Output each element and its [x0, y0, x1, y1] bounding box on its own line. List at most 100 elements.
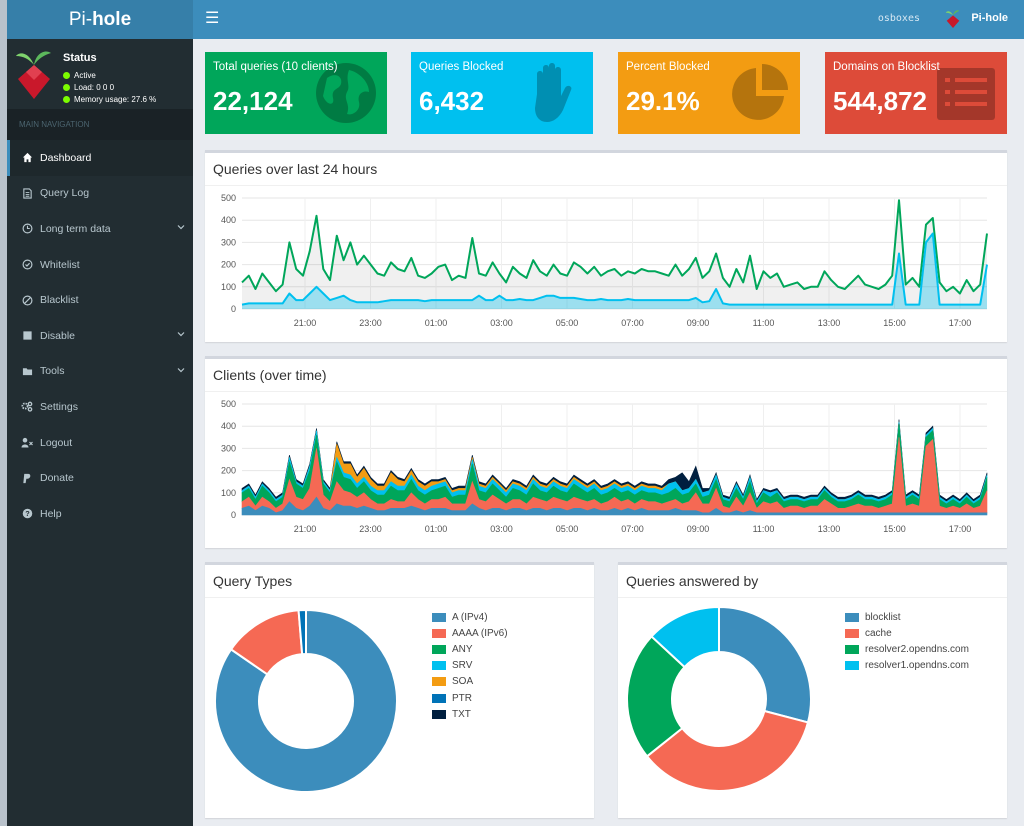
legend-item[interactable]: AAAA (IPv6) — [432, 625, 508, 641]
series-line — [241, 199, 988, 295]
app-logo[interactable]: Pi-hole — [7, 0, 193, 39]
paypal-icon — [21, 472, 33, 484]
y-tick-label: 100 — [221, 282, 236, 292]
legend-item[interactable]: PTR — [432, 690, 508, 706]
pie-slice[interactable] — [718, 605, 812, 724]
panel-divider — [205, 597, 594, 598]
legend-swatch — [845, 612, 859, 622]
stat-domains-blocklist: Domains on Blocklist 544,872 — [825, 52, 1007, 134]
legend-item[interactable]: resolver2.opendns.com — [845, 641, 969, 657]
chevron-down-icon — [177, 367, 185, 372]
sidebar-item-long-term-data[interactable]: Long term data — [7, 211, 193, 247]
x-tick-label: 23:00 — [359, 318, 382, 328]
x-tick-label: 21:00 — [294, 524, 317, 534]
folder-icon — [21, 365, 33, 377]
y-tick-label: 500 — [221, 399, 236, 409]
x-tick-label: 21:00 — [294, 318, 317, 328]
series-area — [241, 496, 988, 516]
clock-icon — [21, 223, 33, 235]
legend-label: SOA — [452, 676, 474, 688]
legend-swatch — [432, 693, 446, 703]
x-tick-label: 09:00 — [687, 318, 710, 328]
pie-slice[interactable] — [650, 605, 720, 669]
question-circle-icon: ? — [21, 508, 33, 520]
legend-label: resolver1.opendns.com — [865, 660, 969, 672]
nav-list: Dashboard Query Log Long term data White… — [7, 140, 193, 532]
x-tick-label: 15:00 — [883, 524, 906, 534]
x-tick-label: 11:00 — [753, 318, 775, 328]
stat-label: Domains on Blocklist — [833, 61, 940, 73]
panel-title: Clients (over time) — [213, 367, 327, 383]
pie-chart-icon — [732, 64, 788, 120]
main-navigation-header: MAIN NAVIGATION — [7, 109, 193, 140]
sidebar-item-logout[interactable]: Logout — [7, 425, 193, 461]
sidebar-item-label: Logout — [40, 436, 73, 449]
sidebar-item-label: Donate — [40, 472, 74, 485]
sidebar-item-label: Tools — [40, 365, 65, 378]
clients-over-time-panel: Clients (over time) 0 100 200 300 400 500 21:0… — [205, 356, 1007, 548]
status-dot-icon — [63, 72, 70, 79]
legend-swatch — [845, 644, 859, 654]
query-types-donut-chart — [214, 608, 398, 793]
logo-prefix: Pi- — [68, 9, 93, 30]
hostname-label: osboxes — [877, 13, 920, 24]
sidebar-item-disable[interactable]: Disable — [7, 318, 193, 354]
stop-icon — [21, 330, 33, 342]
sidebar-item-tools[interactable]: Tools — [7, 354, 193, 390]
stat-label: Percent Blocked — [626, 61, 710, 73]
x-tick-label: 17:00 — [949, 524, 972, 534]
legend-item[interactable]: SOA — [432, 674, 508, 690]
y-tick-label: 400 — [221, 421, 236, 431]
pihole-logo-icon[interactable] — [944, 8, 962, 30]
sidebar-item-dashboard[interactable]: Dashboard — [7, 140, 193, 176]
pie-slice[interactable] — [645, 709, 810, 792]
stat-queries-blocked: Queries Blocked 6,432 — [411, 52, 593, 134]
legend-swatch — [432, 628, 446, 638]
status-title: Status — [63, 52, 97, 64]
legend-item[interactable]: ANY — [432, 641, 508, 657]
sidebar-item-donate[interactable]: Donate — [7, 460, 193, 496]
legend-item[interactable]: SRV — [432, 658, 508, 674]
user-menu[interactable]: Pi-hole — [971, 12, 1008, 24]
status-dot-icon — [63, 84, 70, 91]
query-types-panel: Query Types A (IPv4) AAAA (IPv6) ANY SRV SOA… — [205, 562, 594, 818]
sidebar-item-settings[interactable]: Settings — [7, 389, 193, 425]
status-load: Load: 0 0 0 — [63, 83, 114, 92]
panel-divider — [205, 391, 1007, 392]
user-times-icon — [21, 437, 33, 449]
pie-slice[interactable] — [297, 608, 307, 656]
answered-by-legend: blocklist cache resolver2.opendns.com resol… — [845, 609, 969, 674]
sidebar-item-help[interactable]: ? Help — [7, 496, 193, 532]
query-types-legend: A (IPv4) AAAA (IPv6) ANY SRV SOA PTR TXT — [432, 609, 508, 722]
y-tick-label: 300 — [221, 443, 236, 453]
legend-item[interactable]: TXT — [432, 706, 508, 722]
series-line — [241, 232, 988, 306]
legend-item[interactable]: A (IPv4) — [432, 609, 508, 625]
clients-over-time-chart: 0 100 200 300 400 500 21:00 23:00 01:00 03:00 05:0… — [221, 399, 988, 534]
sidebar-item-blacklist[interactable]: Blacklist — [7, 282, 193, 318]
legend-item[interactable]: resolver1.opendns.com — [845, 658, 969, 674]
legend-item[interactable]: blocklist — [845, 609, 969, 625]
chevron-down-icon — [177, 225, 185, 230]
status-panel: Status Active Load: 0 0 0 Memory usage: … — [7, 39, 193, 109]
x-tick-label: 13:00 — [818, 524, 841, 534]
pie-slice[interactable] — [626, 635, 686, 758]
x-tick-label: 07:00 — [621, 318, 644, 328]
sidebar-item-query-log[interactable]: Query Log — [7, 176, 193, 212]
x-tick-label: 03:00 — [490, 318, 513, 328]
logo-bold: hole — [92, 9, 132, 30]
sidebar-item-whitelist[interactable]: Whitelist — [7, 247, 193, 283]
series-area — [242, 233, 987, 309]
legend-label: PTR — [452, 692, 472, 704]
pie-slice[interactable] — [214, 608, 398, 793]
legend-label: SRV — [452, 660, 473, 672]
legend-item[interactable]: cache — [845, 625, 969, 641]
x-tick-label: 15:00 — [883, 318, 906, 328]
hamburger-icon[interactable]: ☰ — [205, 10, 220, 27]
legend-label: cache — [865, 627, 892, 639]
answered-by-panel: Queries answered by blocklist cache resolv… — [618, 562, 1007, 818]
series-area — [242, 200, 987, 309]
x-tick-label: 17:00 — [949, 318, 972, 328]
legend-label: A (IPv4) — [452, 611, 488, 623]
x-tick-label: 01:00 — [425, 318, 448, 328]
